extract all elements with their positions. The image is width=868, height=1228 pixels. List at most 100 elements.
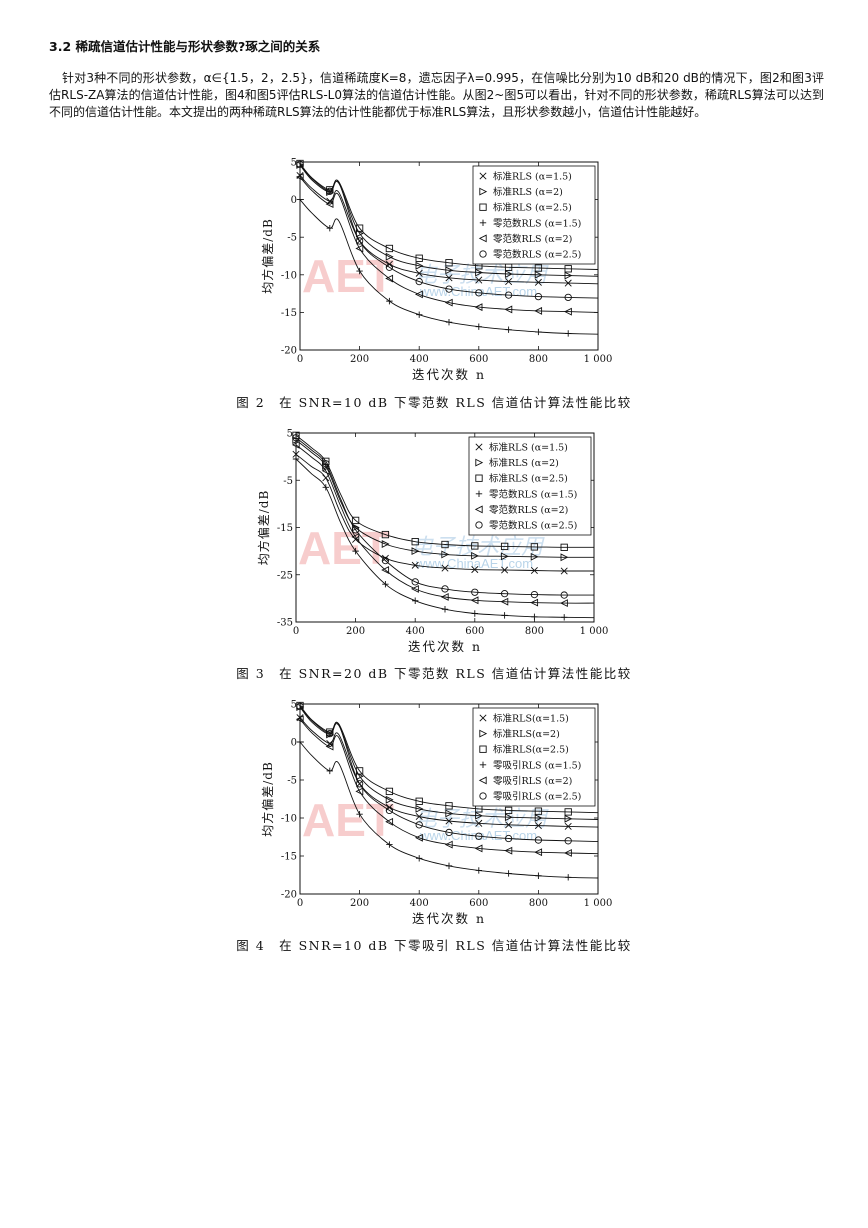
data-point [355,780,364,788]
y-tick-label: -10 [281,270,297,281]
data-point [381,554,389,562]
data-point [530,552,539,561]
data-point [561,614,568,621]
data-point [563,307,572,316]
data-point [410,584,419,593]
data-point [292,434,300,442]
data-point [415,269,423,277]
data-point [322,484,329,491]
data-point [381,530,390,539]
legend-box [472,165,596,265]
data-point [559,599,568,608]
data-point [505,326,512,333]
x-tick-label: 200 [350,354,369,365]
data-point [385,274,394,283]
x-tick-label: 400 [410,898,429,909]
data-point [325,742,334,751]
data-point [534,292,543,301]
series-3 [296,196,599,337]
legend-marker [475,443,483,451]
data-point [326,767,333,775]
figure-3-caption: 图 3 在 SNR=20 dB 下零范数 RLS 信道估计算法性能比较 [236,666,632,681]
y-tick-label: 0 [291,195,297,206]
data-point [504,834,513,843]
x-tick-label: 0 [297,898,303,909]
data-point [564,837,572,845]
data-point [412,597,419,604]
y-tick-label: -20 [281,346,297,357]
data-point [565,330,572,337]
series-1 [296,161,599,280]
series-line [299,706,599,843]
legend-marker [479,745,487,753]
data-point [530,598,539,607]
legend-label: 零范数RLS (α=1.5) [489,488,577,500]
series-line [299,705,599,814]
data-point [355,767,364,775]
data-point [415,812,423,820]
data-point [534,270,543,279]
data-point [415,804,424,813]
legend-label: 零吸引RLS (α=2) [493,776,572,787]
data-point [351,523,360,532]
legend-label: 零范数RLS (α=1.5) [493,217,581,229]
y-tick-label: -25 [277,570,293,581]
series-line [295,439,594,558]
data-point [296,196,304,203]
legend-marker [479,250,487,258]
data-point [295,173,304,181]
data-point [351,516,360,525]
data-point [292,455,300,463]
data-point [475,867,482,874]
legend-marker [478,776,487,785]
x-tick-label: 600 [469,354,488,365]
y-tick-label: -35 [277,618,293,629]
series-line [299,176,599,313]
data-point [356,811,363,818]
data-point [415,277,423,286]
data-point [445,259,453,267]
legend-marker [479,792,487,800]
data-point [411,538,419,546]
legend-marker [479,714,487,722]
data-point [322,460,330,468]
legend-marker [479,187,488,196]
x-tick-label: 400 [406,626,425,637]
data-point [326,729,334,738]
data-point [445,318,453,326]
data-point [444,840,453,849]
data-point [505,821,513,829]
data-point [504,270,513,278]
data-point [534,278,542,286]
data-point [504,806,513,815]
data-point [296,160,304,168]
data-point [296,738,304,746]
data-point [355,787,364,796]
data-point [415,821,423,829]
data-point [351,533,360,541]
data-point [326,224,333,232]
data-point [385,817,394,826]
data-point [441,606,449,613]
series-4 [291,440,595,608]
data-point [441,585,449,593]
data-point [445,274,453,282]
data-point [385,787,394,796]
data-point [505,278,513,286]
data-point [415,254,423,262]
legend-label: 零吸引RLS (α=1.5) [493,760,581,771]
data-point [381,556,390,565]
series-1 [296,703,599,823]
series-line [299,164,599,277]
y-tick-label: -10 [281,814,297,825]
data-point [386,297,393,305]
data-point [441,550,450,559]
y-axis-label: 均方偏差/dB [256,490,271,566]
data-point [474,303,483,312]
y-axis-label: 均方偏差/dB [260,218,275,294]
data-point [501,566,509,574]
data-point [560,567,568,575]
data-point [474,844,483,853]
